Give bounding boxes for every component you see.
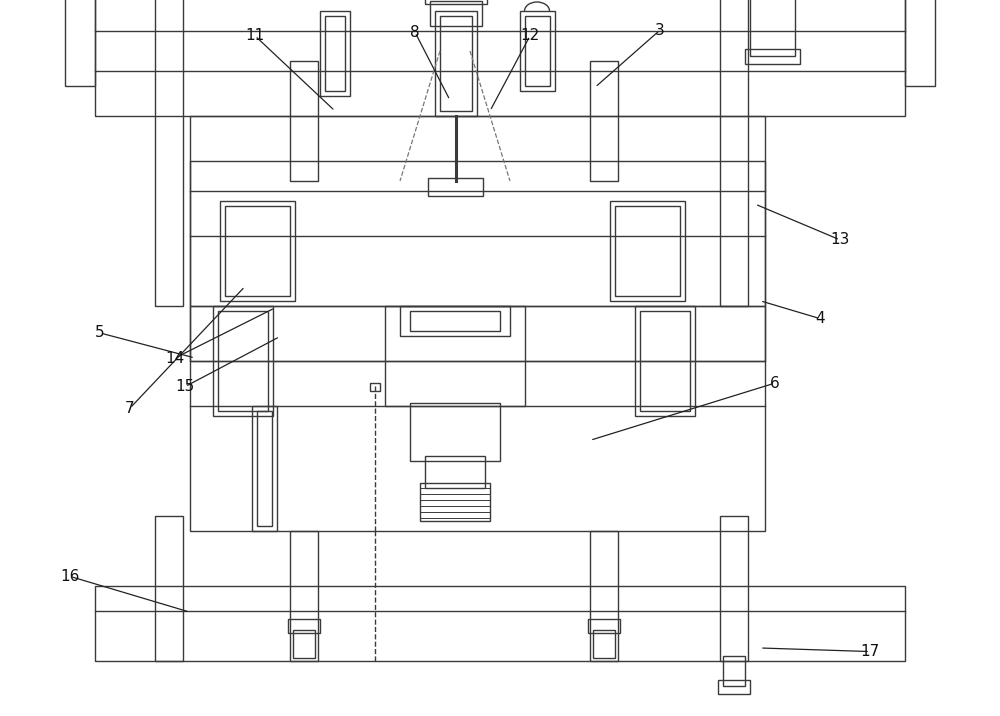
Bar	[615, 206, 680, 296]
Bar	[435, 11, 477, 116]
Bar	[440, 16, 472, 111]
Bar	[190, 116, 765, 306]
Bar	[723, 656, 745, 686]
Bar	[905, 0, 935, 86]
Bar	[190, 161, 765, 531]
Text: 12: 12	[520, 29, 540, 43]
Bar	[750, 0, 795, 56]
Bar	[410, 403, 500, 461]
Bar	[430, 1, 482, 26]
Bar	[218, 311, 268, 411]
Text: 7: 7	[125, 401, 135, 415]
Bar	[290, 531, 318, 661]
Bar	[385, 306, 525, 406]
Bar	[425, 456, 485, 488]
Bar	[410, 311, 500, 331]
Text: 14: 14	[165, 351, 185, 365]
Text: 6: 6	[770, 376, 780, 390]
Bar	[252, 406, 277, 531]
Text: 16: 16	[60, 569, 80, 584]
Bar	[593, 630, 615, 658]
Bar	[420, 483, 490, 521]
Text: 3: 3	[655, 23, 665, 37]
Bar	[610, 201, 685, 301]
Bar	[588, 619, 620, 633]
Bar	[325, 16, 345, 91]
Bar	[220, 201, 295, 301]
Bar	[288, 619, 320, 633]
Bar	[590, 531, 618, 661]
Bar	[257, 411, 272, 526]
Bar	[95, 0, 905, 116]
Bar	[370, 383, 380, 391]
Bar	[425, 0, 487, 4]
Bar	[720, 516, 748, 661]
Text: 4: 4	[815, 311, 825, 326]
Text: 8: 8	[410, 25, 420, 39]
Bar	[520, 11, 555, 91]
Bar	[590, 61, 618, 181]
Bar	[190, 306, 765, 361]
Bar	[290, 61, 318, 181]
Bar	[640, 311, 690, 411]
Bar	[155, 0, 183, 306]
Text: 5: 5	[95, 326, 105, 340]
Bar	[400, 306, 510, 336]
Bar	[718, 680, 750, 694]
Bar	[293, 630, 315, 658]
Text: 11: 11	[245, 29, 265, 43]
Bar	[95, 586, 905, 661]
Text: 17: 17	[860, 644, 880, 659]
Bar	[428, 178, 483, 196]
Text: 13: 13	[830, 233, 850, 247]
Bar	[65, 0, 95, 86]
Bar	[225, 206, 290, 296]
Bar	[213, 306, 273, 416]
Bar	[720, 0, 748, 306]
Bar	[635, 306, 695, 416]
Bar	[745, 49, 800, 64]
Bar	[525, 16, 550, 86]
Text: 15: 15	[175, 379, 195, 394]
Bar	[155, 516, 183, 661]
Bar	[320, 11, 350, 96]
